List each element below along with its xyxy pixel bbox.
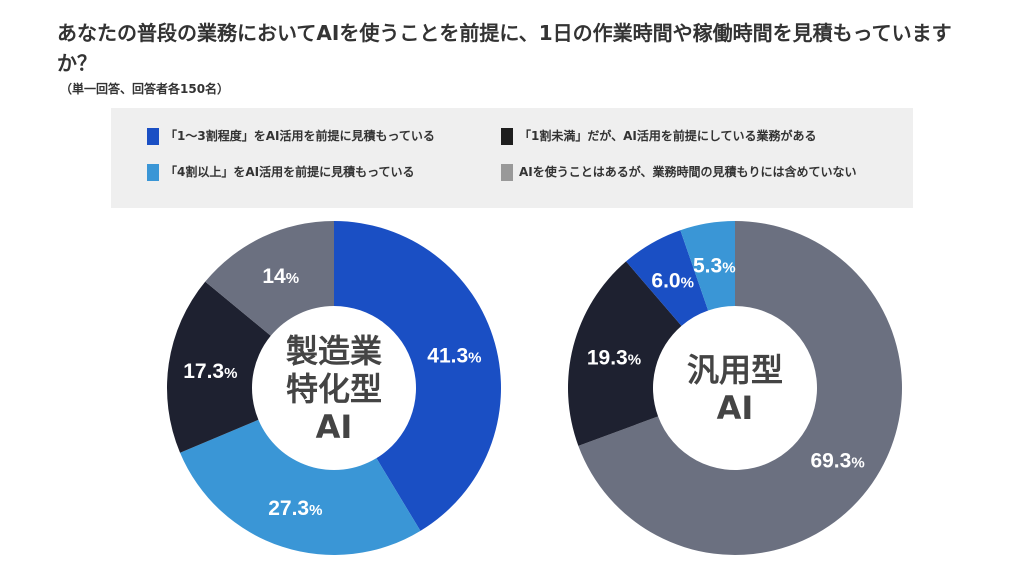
donut-slice	[680, 221, 735, 311]
legend: 「1〜3割程度」をAI活用を前提に見積もっている 「1割未満」だが、AI活用を前…	[111, 108, 913, 208]
legend-swatch	[147, 164, 159, 181]
donut-slice	[626, 230, 709, 326]
donut-slice	[578, 221, 903, 555]
legend-label: AIを使うことはあるが、業務時間の見積もりには含めていない	[519, 165, 857, 179]
slice-label: 5.3%	[693, 255, 736, 278]
slice-label: 17.3%	[183, 360, 237, 383]
legend-item: 「1〜3割程度」をAI活用を前提に見積もっている	[147, 128, 507, 145]
slice-label: 69.3%	[810, 449, 864, 472]
donut-slice	[205, 221, 334, 336]
legend-swatch	[501, 128, 513, 145]
center-label: 製造業	[286, 332, 382, 370]
slice-label: 27.3%	[268, 497, 322, 520]
legend-item: AIを使うことはあるが、業務時間の見積もりには含めていない	[501, 164, 901, 181]
donut-slice	[180, 419, 421, 555]
donut-slice	[568, 261, 682, 446]
chart-title: あなたの普段の業務においてAIを使うことを前提に、1日の作業時間や稼働時間を見積…	[57, 21, 952, 75]
center-label: AI	[316, 408, 353, 446]
legend-label: 「4割以上」をAI活用を前提に見積もっている	[165, 165, 415, 179]
center-label: AI	[717, 389, 754, 427]
donut-slice	[334, 221, 502, 531]
legend-swatch	[147, 128, 159, 145]
legend-item: 「1割未満」だが、AI活用を前提にしている業務がある	[501, 128, 861, 145]
legend-label: 「1割未満」だが、AI活用を前提にしている業務がある	[519, 129, 817, 143]
legend-label: 「1〜3割程度」をAI活用を前提に見積もっている	[165, 129, 435, 143]
legend-item: 「4割以上」をAI活用を前提に見積もっている	[147, 164, 507, 181]
center-label: 特化型	[286, 370, 382, 408]
center-label: 汎用型	[687, 351, 783, 389]
chart-subtitle: （単一回答、回答者各150名）	[60, 82, 230, 96]
legend-swatch	[501, 164, 513, 181]
slice-label: 14%	[262, 265, 299, 288]
slice-label: 19.3%	[587, 347, 641, 370]
slice-label: 41.3%	[427, 344, 481, 367]
slice-label: 6.0%	[651, 270, 694, 293]
donut-slice	[166, 281, 271, 453]
